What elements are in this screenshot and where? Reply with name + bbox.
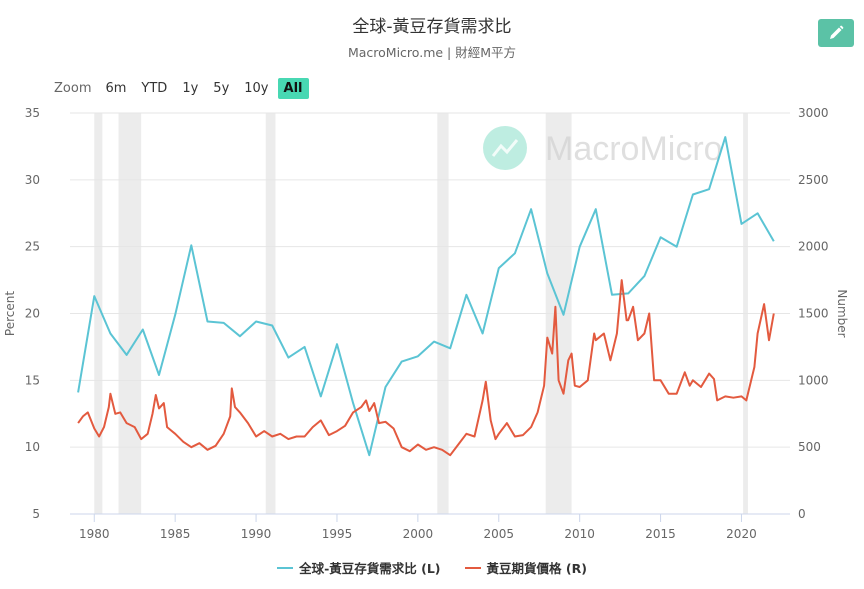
- x-tick-label: 1990: [241, 527, 272, 541]
- pencil-icon: [830, 25, 844, 39]
- legend-item-stock-ratio[interactable]: 全球-黃豆存貨需求比 (L): [277, 558, 441, 577]
- legend-swatch-price: [464, 566, 481, 569]
- zoom-5y-button[interactable]: 5y: [213, 80, 230, 96]
- chart-subtitle: MacroMicro.me | 財經M平方: [347, 45, 517, 60]
- legend-item-price[interactable]: 黃豆期貨價格 (R): [464, 558, 587, 577]
- x-tick-label: 1985: [160, 527, 191, 541]
- watermark-text: MacroMicro: [545, 130, 723, 168]
- y-left-tick-label: 25: [25, 240, 40, 254]
- x-tick-label: 2020: [726, 527, 757, 541]
- y-right-tick-label: 0: [798, 507, 806, 521]
- zoom-label: Zoom: [54, 80, 92, 96]
- zoom-6m-button[interactable]: 6m: [105, 80, 127, 96]
- y-left-tick-label: 5: [32, 507, 40, 521]
- legend-label-stock-ratio: 全球-黃豆存貨需求比 (L): [299, 561, 441, 576]
- series-line-price: [77, 279, 775, 457]
- y-right-axis-title: Number: [835, 289, 849, 337]
- y-left-tick-label: 30: [25, 173, 40, 187]
- y-left-tick-label: 15: [25, 373, 40, 387]
- legend-label-price: 黃豆期貨價格 (R): [486, 561, 587, 576]
- y-right-tick-label: 500: [798, 440, 821, 454]
- y-right-tick-label: 1500: [798, 307, 829, 321]
- watermark: MacroMicro: [483, 126, 723, 170]
- y-left-tick-label: 10: [25, 440, 40, 454]
- y-left-tick-label: 20: [25, 307, 40, 321]
- x-tick-label: 2015: [645, 527, 676, 541]
- y-right-tick-label: 2000: [798, 240, 829, 254]
- x-tick-label: 2000: [403, 527, 434, 541]
- x-tick-label: 2005: [483, 527, 514, 541]
- zoom-10y-button[interactable]: 10y: [244, 80, 269, 96]
- x-tick-label: 1980: [79, 527, 110, 541]
- zoom-all-button[interactable]: All: [277, 77, 309, 99]
- zoom-bar: Zoom 6m YTD 1y 5y 10y All: [54, 76, 312, 100]
- edit-button[interactable]: [818, 19, 854, 47]
- y-right-tick-label: 3000: [798, 106, 829, 120]
- chart-title: 全球-黃豆存貨需求比: [352, 17, 512, 37]
- zoom-1y-button[interactable]: 1y: [182, 80, 199, 96]
- y-right-tick-label: 1000: [798, 373, 829, 387]
- x-tick-label: 2010: [564, 527, 595, 541]
- y-left-tick-label: 35: [25, 106, 40, 120]
- series-line-stock-ratio: [77, 136, 775, 457]
- zoom-ytd-button[interactable]: YTD: [141, 80, 168, 96]
- y-right-tick-label: 2500: [798, 173, 829, 187]
- x-tick-label: 1995: [322, 527, 353, 541]
- y-left-axis-title: Percent: [3, 291, 17, 336]
- legend-swatch-stock-ratio: [277, 566, 294, 569]
- legend: 全球-黃豆存貨需求比 (L) 黃豆期貨價格 (R): [0, 558, 864, 577]
